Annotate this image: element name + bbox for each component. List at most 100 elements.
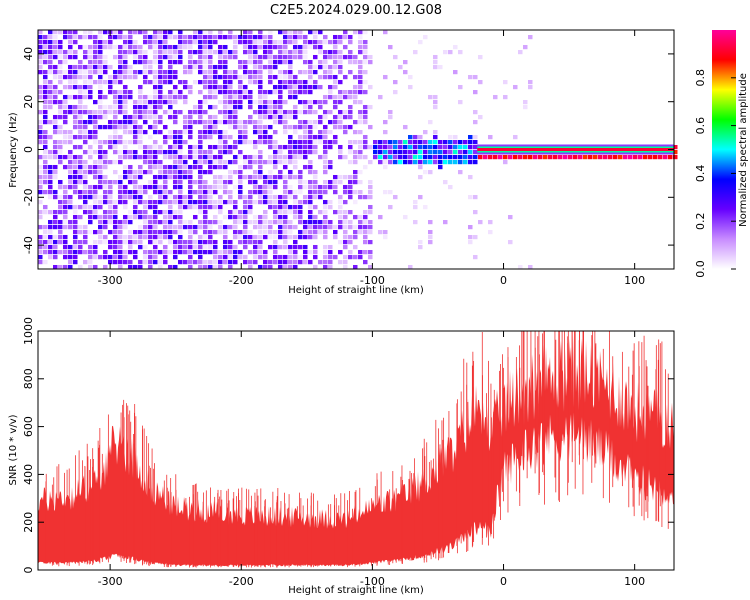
spectrogram-cell	[38, 235, 43, 240]
spectrogram-cell	[253, 125, 258, 130]
spectrogram-cell	[283, 155, 288, 160]
spectrogram-cell	[398, 140, 403, 145]
spectrogram-cell	[183, 245, 188, 250]
spectrogram-cell	[358, 170, 363, 175]
spectrogram-cell	[123, 105, 128, 110]
spectrogram-cell	[168, 220, 173, 225]
spectrogram-cell	[258, 155, 263, 160]
spectrogram-cell	[43, 45, 48, 50]
spectrogram-cell	[228, 255, 233, 260]
spectrogram-cell	[358, 35, 363, 40]
spectrogram-cell	[233, 260, 238, 265]
spectrogram-cell	[478, 80, 483, 85]
spectrogram-cell	[163, 55, 168, 60]
spectrogram-cell	[48, 80, 53, 85]
spectrogram-cell	[328, 130, 333, 135]
spectrogram-cell	[198, 160, 203, 165]
spectrogram-cell	[58, 105, 63, 110]
spectrogram-cell	[218, 135, 223, 140]
spectrogram-cell	[203, 205, 208, 210]
spectrogram-cell	[238, 100, 243, 105]
spectrogram-cell	[113, 75, 118, 80]
spectrogram-cell	[183, 195, 188, 200]
spectrogram-cell	[83, 140, 88, 145]
spectrogram-cell	[53, 120, 58, 125]
spectrogram-cell	[208, 65, 213, 70]
spectrogram-cell	[223, 55, 228, 60]
spectrogram-cell	[438, 160, 443, 165]
spectrogram-cell	[268, 40, 273, 45]
spectrogram-cell	[208, 185, 213, 190]
spectrogram-cell	[608, 155, 613, 160]
spectrogram-cell	[273, 60, 278, 65]
spectrogram-cell	[473, 135, 478, 140]
spectrogram-cell	[258, 65, 263, 70]
spectrogram-cell	[383, 190, 388, 195]
spectrogram-cell	[328, 250, 333, 255]
spectrogram-cell	[298, 170, 303, 175]
spectrogram-cell	[208, 55, 213, 60]
spectrogram-cell	[268, 35, 273, 40]
spectrogram-cell	[63, 130, 68, 135]
spectrogram-cell	[158, 190, 163, 195]
spectrogram-cell	[218, 60, 223, 65]
spectrogram-cell	[103, 160, 108, 165]
spectrogram-cell	[198, 220, 203, 225]
spectrogram-cell	[313, 170, 318, 175]
spectrogram-cell	[158, 185, 163, 190]
spectrogram-cell	[108, 140, 113, 145]
spectrogram-cell	[288, 160, 293, 165]
spectrogram-cell	[248, 100, 253, 105]
spectrogram-cell	[218, 200, 223, 205]
spectrogram-cell	[278, 75, 283, 80]
spectrogram-cell	[158, 70, 163, 75]
spectrogram-cell	[78, 135, 83, 140]
spectrogram-cell	[83, 205, 88, 210]
spectrogram-cell	[168, 250, 173, 255]
spectrogram-cell	[133, 180, 138, 185]
spectrogram-cell	[93, 255, 98, 260]
spectrogram-cell	[348, 55, 353, 60]
spectrogram-cell	[108, 35, 113, 40]
spectrogram-cell	[168, 150, 173, 155]
spectrogram-cell	[128, 90, 133, 95]
spectrogram-cell	[138, 90, 143, 95]
spectrogram-cell	[433, 145, 438, 150]
spectrogram-cell	[93, 245, 98, 250]
spectrogram-cell	[88, 145, 93, 150]
spectrogram-cell	[153, 60, 158, 65]
spectrogram-cell	[143, 210, 148, 215]
spectrogram-cell	[358, 150, 363, 155]
spectrogram-cell	[238, 40, 243, 45]
spectrogram-cell	[648, 155, 653, 160]
spectrogram-cell	[173, 70, 178, 75]
spectrogram-cell	[308, 220, 313, 225]
spectrogram-cell	[323, 250, 328, 255]
spectrogram-cell	[218, 175, 223, 180]
spectrogram-cell	[353, 180, 358, 185]
spectrogram-cell	[233, 200, 238, 205]
spectrogram-cell	[308, 90, 313, 95]
spectrogram-cell	[143, 260, 148, 265]
spectrogram-cell	[88, 55, 93, 60]
spectrogram-cell	[273, 145, 278, 150]
spectrogram-cell	[118, 70, 123, 75]
spectrogram-cell	[78, 230, 83, 235]
spectrogram-cell	[368, 145, 373, 150]
spectrogram-cell	[63, 50, 68, 55]
spectrogram-cell	[423, 170, 428, 175]
spectrogram-cell	[488, 135, 493, 140]
spectrogram-cell	[163, 95, 168, 100]
spectrogram-cell	[183, 100, 188, 105]
spectrogram-cell	[123, 75, 128, 80]
spectrogram-cell	[203, 75, 208, 80]
spectrogram-cell	[158, 40, 163, 45]
spectrogram-cell	[193, 110, 198, 115]
spectrogram-cell	[118, 195, 123, 200]
spectrogram-cell	[263, 220, 268, 225]
spectrogram-cell	[153, 240, 158, 245]
spectrogram-cell	[58, 75, 63, 80]
spectrogram-cell	[83, 195, 88, 200]
spectrogram-cell	[198, 90, 203, 95]
